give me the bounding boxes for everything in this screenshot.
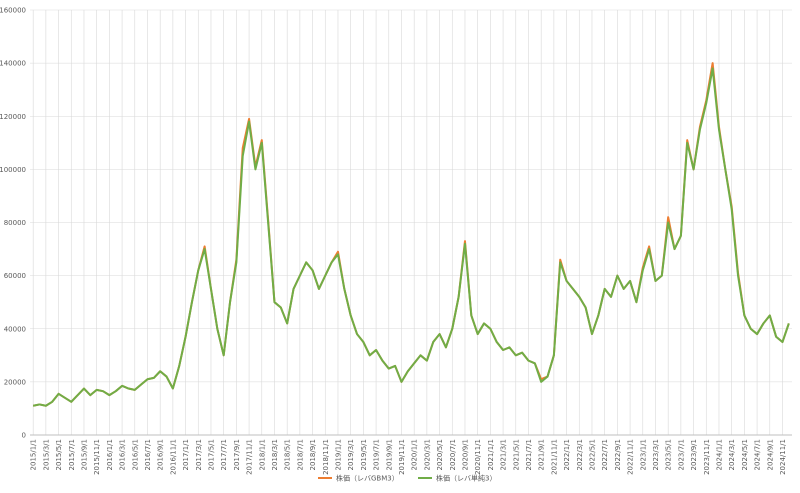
x-tick-label: 2018/9/1 <box>309 439 317 470</box>
y-tick-label: 140000 <box>0 60 26 68</box>
x-tick-label: 2022/1/1 <box>563 439 571 470</box>
x-tick-label: 2017/5/1 <box>207 439 215 470</box>
y-tick-label: 100000 <box>0 166 26 174</box>
series-line <box>32 67 790 407</box>
y-tick-label: 60000 <box>4 272 26 280</box>
x-tick-label: 2024/9/1 <box>766 439 774 470</box>
legend-label: 株価（レバGBM3） <box>336 474 399 483</box>
x-tick-label: 2019/3/1 <box>347 439 355 470</box>
x-tick-label: 2015/9/1 <box>80 439 88 470</box>
x-tick-label: 2023/1/1 <box>639 439 647 470</box>
x-tick-label: 2022/3/1 <box>576 439 584 470</box>
y-tick-label: 40000 <box>4 325 26 333</box>
x-tick-label: 2023/9/1 <box>690 439 698 470</box>
x-tick-label: 2015/3/1 <box>42 439 50 470</box>
x-tick-label: 2016/5/1 <box>131 439 139 470</box>
x-tick-label: 2016/1/1 <box>106 439 114 470</box>
x-tick-label: 2018/11/1 <box>322 439 330 475</box>
x-tick-label: 2023/11/1 <box>703 439 711 475</box>
x-tick-label: 2015/11/1 <box>93 439 101 475</box>
x-tick-label: 2024/3/1 <box>728 439 736 470</box>
x-tick-label: 2016/9/1 <box>157 439 165 470</box>
x-tick-label: 2020/9/1 <box>461 439 469 470</box>
x-tick-label: 2021/3/1 <box>500 439 508 470</box>
x-tick-label: 2017/9/1 <box>233 439 241 470</box>
x-tick-label: 2024/5/1 <box>741 439 749 470</box>
y-tick-label: 20000 <box>4 378 26 386</box>
x-tick-label: 2021/9/1 <box>538 439 546 470</box>
x-tick-label: 2017/11/1 <box>246 439 254 475</box>
x-tick-label: 2015/1/1 <box>30 439 38 470</box>
x-tick-label: 2018/1/1 <box>258 439 266 470</box>
x-tick-label: 2015/5/1 <box>55 439 63 470</box>
x-tick-label: 2019/1/1 <box>334 439 342 470</box>
x-tick-label: 2022/9/1 <box>614 439 622 470</box>
x-tick-label: 2022/7/1 <box>601 439 609 470</box>
x-tick-label: 2018/7/1 <box>296 439 304 470</box>
x-tick-label: 2018/3/1 <box>271 439 279 470</box>
x-tick-label: 2017/3/1 <box>195 439 203 470</box>
x-tick-label: 2024/11/1 <box>779 439 787 475</box>
series-line <box>32 62 790 407</box>
x-tick-label: 2022/5/1 <box>588 439 596 470</box>
y-tick-label: 0 <box>22 432 26 440</box>
legend-label: 株価（レバ単純3） <box>436 474 496 483</box>
x-tick-label: 2021/5/1 <box>512 439 520 470</box>
x-tick-label: 2017/1/1 <box>182 439 190 470</box>
x-tick-label: 2020/1/1 <box>411 439 419 470</box>
x-tick-label: 2018/5/1 <box>284 439 292 470</box>
x-tick-label: 2015/7/1 <box>68 439 76 470</box>
y-tick-label: 160000 <box>0 7 26 15</box>
x-tick-label: 2019/5/1 <box>360 439 368 470</box>
x-tick-label: 2024/1/1 <box>715 439 723 470</box>
y-tick-label: 80000 <box>4 219 26 227</box>
x-tick-label: 2019/11/1 <box>398 439 406 475</box>
x-tick-label: 2023/7/1 <box>677 439 685 470</box>
x-tick-label: 2024/7/1 <box>754 439 762 470</box>
x-tick-label: 2016/3/1 <box>119 439 127 470</box>
x-tick-label: 2016/11/1 <box>169 439 177 475</box>
x-tick-label: 2019/9/1 <box>385 439 393 470</box>
x-tick-label: 2021/1/1 <box>487 439 495 470</box>
x-tick-label: 2023/3/1 <box>652 439 660 470</box>
y-tick-label: 120000 <box>0 113 26 121</box>
x-tick-label: 2021/11/1 <box>550 439 558 475</box>
x-tick-label: 2020/5/1 <box>436 439 444 470</box>
x-tick-label: 2020/7/1 <box>449 439 457 470</box>
x-tick-label: 2020/11/1 <box>474 439 482 475</box>
x-tick-label: 2017/7/1 <box>220 439 228 470</box>
x-tick-label: 2022/11/1 <box>627 439 635 475</box>
x-tick-label: 2019/7/1 <box>373 439 381 470</box>
x-tick-label: 2016/7/1 <box>144 439 152 470</box>
x-tick-label: 2023/5/1 <box>665 439 673 470</box>
x-tick-label: 2021/7/1 <box>525 439 533 470</box>
x-tick-label: 2020/3/1 <box>423 439 431 470</box>
